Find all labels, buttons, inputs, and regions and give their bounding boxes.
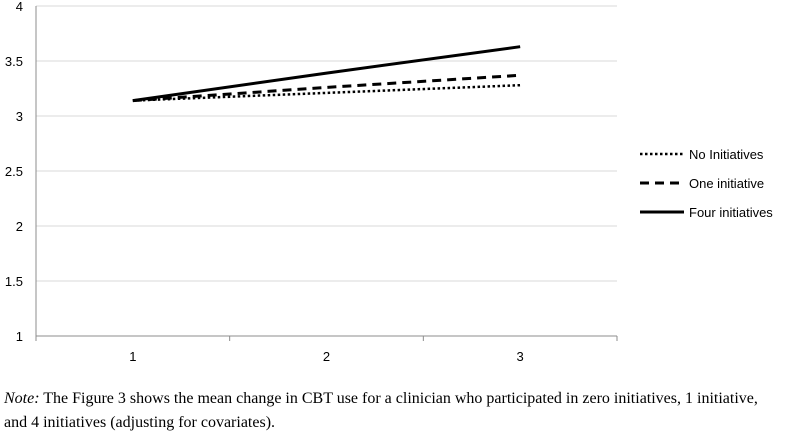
legend-label: No Initiatives [689,147,764,162]
y-tick-label: 4 [16,0,23,14]
note-text: The Figure 3 shows the mean change in CB… [4,390,758,431]
y-tick-label: 3.5 [5,54,23,69]
note-label: Note: [4,390,40,407]
legend-label: Four initiatives [689,205,773,220]
x-tick-labels: 1 2 3 [129,349,524,364]
y-tick-label: 1.5 [5,274,23,289]
y-tick-label: 2 [16,219,23,234]
axes [35,6,618,341]
series-line-four-initiatives [132,45,521,103]
x-tick-label: 1 [129,349,136,364]
y-tick-label: 1 [16,329,23,344]
x-tick-label: 2 [323,349,330,364]
y-tick-label: 3 [16,109,23,124]
legend: No Initiatives One initiative Four initiat… [640,147,773,220]
y-tick-labels: 1 1.5 2 2.5 3 3.5 4 [5,0,23,344]
gridlines [36,5,617,282]
series-lines [132,45,521,103]
series-line-one-initiative [132,73,521,103]
legend-label: One initiative [689,176,764,191]
line-chart: 1 1.5 2 2.5 3 3.5 4 1 2 3 No Initiatives One init… [5,0,773,364]
y-tick-label: 2.5 [5,164,23,179]
figure-note: Note: The Figure 3 shows the mean change… [4,387,784,435]
x-tick-label: 3 [517,349,524,364]
